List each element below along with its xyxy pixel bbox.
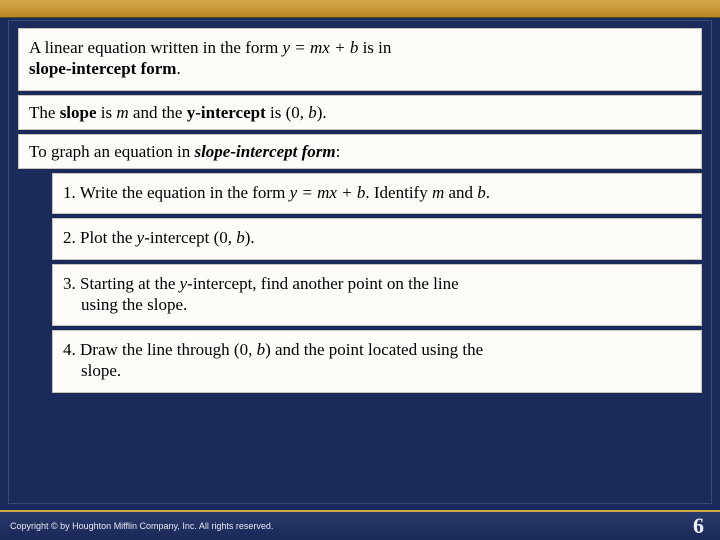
sl-t5: ). <box>317 103 327 122</box>
intro-bold: slope-intercept form <box>29 59 176 78</box>
s2-t1: Plot the <box>80 228 137 247</box>
s1-t1: Write the equation in the form <box>80 183 290 202</box>
sl-t1: The <box>29 103 60 122</box>
intro-section: A linear equation written in the form y … <box>18 28 702 91</box>
step-3: 3. Starting at the y-intercept, find ano… <box>52 264 702 327</box>
sl-t2: is <box>97 103 117 122</box>
sl-i2: b <box>308 103 317 122</box>
step-1: 1. Write the equation in the form y = mx… <box>52 173 702 214</box>
s4-t3: slope. <box>63 360 691 381</box>
step-4: 4. Draw the line through (0, b) and the … <box>52 330 702 393</box>
intro-equation: y = mx + b <box>283 38 359 57</box>
copyright-text: Copyright © by Houghton Mifflin Company,… <box>10 521 273 531</box>
s1-t4: . <box>486 183 490 202</box>
sl-i1: m <box>116 103 128 122</box>
s2-t1b: -intercept (0, <box>144 228 236 247</box>
top-accent-bar <box>0 0 720 18</box>
sl-b1: slope <box>60 103 97 122</box>
page-number: 6 <box>693 513 710 539</box>
s4-t1: Draw the line through (0, <box>80 340 257 359</box>
intro-text-2: is in <box>358 38 391 57</box>
s2-i1: b <box>236 228 245 247</box>
s3-t2: using the slope. <box>63 294 691 315</box>
s1-n: 1. <box>63 183 80 202</box>
s4-n: 4. <box>63 340 80 359</box>
slide-content: A linear equation written in the form y … <box>18 28 702 490</box>
gl-t2: : <box>336 142 341 161</box>
s1-i1: m <box>432 183 444 202</box>
intro-text-1: A linear equation written in the form <box>29 38 283 57</box>
step-2: 2. Plot the y-intercept (0, b). <box>52 218 702 259</box>
sl-t4: is (0, <box>266 103 309 122</box>
s4-t2: ) and the point located using the <box>265 340 483 359</box>
s3-t1a: Starting at the <box>80 274 180 293</box>
s1-t2: . Identify <box>365 183 432 202</box>
s1-t3: and <box>444 183 477 202</box>
graph-line-section: To graph an equation in slope-intercept … <box>18 134 702 169</box>
footer-bar: Copyright © by Houghton Mifflin Company,… <box>0 510 720 540</box>
s1-eq: y = mx + b <box>290 183 366 202</box>
slope-line-section: The slope is m and the y-intercept is (0… <box>18 95 702 130</box>
s2-n: 2. <box>63 228 80 247</box>
s1-i2: b <box>477 183 486 202</box>
sl-b2: y-intercept <box>187 103 266 122</box>
s2-t2: ). <box>245 228 255 247</box>
s4-i1: b <box>257 340 266 359</box>
s3-n: 3. <box>63 274 80 293</box>
gl-t1: To graph an equation in <box>29 142 194 161</box>
intro-text-3: . <box>176 59 180 78</box>
sl-t3: and the <box>129 103 187 122</box>
gl-bi: slope-intercept form <box>194 142 335 161</box>
s3-t1b: -intercept, find another point on the li… <box>187 274 458 293</box>
